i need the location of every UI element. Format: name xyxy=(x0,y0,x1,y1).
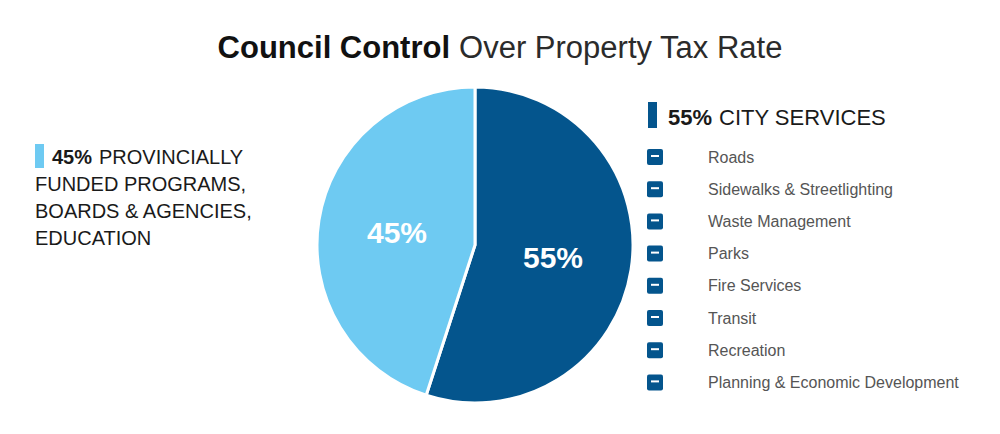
service-icon-detail xyxy=(651,316,659,318)
chart-title: Council Control Over Property Tax Rate xyxy=(218,30,783,65)
service-label: Fire Services xyxy=(708,277,801,294)
legend-category: PROVINCIALLY xyxy=(99,146,243,168)
data-label: 45% xyxy=(367,216,427,249)
service-item: Fire Services xyxy=(647,277,801,294)
service-label: Roads xyxy=(708,149,754,166)
legend-category: BOARDS & AGENCIES, xyxy=(35,200,252,222)
service-icon-detail xyxy=(651,284,659,286)
legend-swatch xyxy=(35,144,44,168)
data-label: 55% xyxy=(523,241,583,274)
service-label: Waste Management xyxy=(708,213,851,230)
legend-category: EDUCATION xyxy=(35,227,151,249)
legend-category: FUNDED PROGRAMS, xyxy=(35,173,246,195)
service-icon-detail xyxy=(651,252,659,254)
chart-container: Council Control Over Property Tax Rate 55%… xyxy=(0,0,1000,434)
legend-right: 55% CITY SERVICES Roads Sidewalks & Streetl… xyxy=(647,102,959,391)
service-label: Transit xyxy=(708,310,757,327)
chart-svg: Council Control Over Property Tax Rate 55%… xyxy=(0,0,1000,434)
service-icon-detail xyxy=(651,348,659,350)
service-icon-detail xyxy=(651,187,659,189)
service-label: Recreation xyxy=(708,342,785,359)
service-item: Planning & Economic Development xyxy=(647,374,959,391)
service-icon xyxy=(647,181,663,197)
legend-label: 55% CITY SERVICES xyxy=(668,105,886,130)
service-item: Parks xyxy=(647,245,749,262)
legend-category: CITY SERVICES xyxy=(719,105,886,130)
service-item: Transit xyxy=(647,310,757,327)
service-icon xyxy=(647,374,663,390)
service-icon-detail xyxy=(651,219,659,221)
service-label: Planning & Economic Development xyxy=(708,374,959,391)
legend-value: 45% xyxy=(52,146,92,168)
service-item: Recreation xyxy=(647,342,785,359)
service-icon xyxy=(647,342,663,358)
service-icon xyxy=(647,213,663,229)
service-icon xyxy=(647,149,663,165)
service-icon xyxy=(647,310,663,326)
service-list: Roads Sidewalks & Streetlighting Waste Man… xyxy=(647,149,959,391)
legend-swatch xyxy=(648,102,657,128)
service-label: Sidewalks & Streetlighting xyxy=(708,181,893,198)
legend-left: 45% PROVINCIALLY FUNDED PROGRAMS, BOARDS & … xyxy=(35,144,252,249)
data-labels: 55% 45% xyxy=(367,216,583,274)
service-item: Waste Management xyxy=(647,213,851,230)
legend-value: 55% xyxy=(668,105,712,130)
service-icon xyxy=(647,278,663,294)
service-icon-detail xyxy=(651,155,659,157)
title-part: Council Control xyxy=(218,30,450,65)
service-item: Roads xyxy=(647,149,754,166)
legend-label: 45% PROVINCIALLY xyxy=(52,146,243,168)
slices xyxy=(317,87,633,403)
service-item: Sidewalks & Streetlighting xyxy=(647,181,893,198)
service-icon xyxy=(647,246,663,262)
pie-slice xyxy=(317,87,475,395)
service-icon-detail xyxy=(651,380,659,382)
plot-area: 55% 45% xyxy=(317,87,633,403)
service-label: Parks xyxy=(708,245,749,262)
title-part: Over Property Tax Rate xyxy=(459,30,782,65)
